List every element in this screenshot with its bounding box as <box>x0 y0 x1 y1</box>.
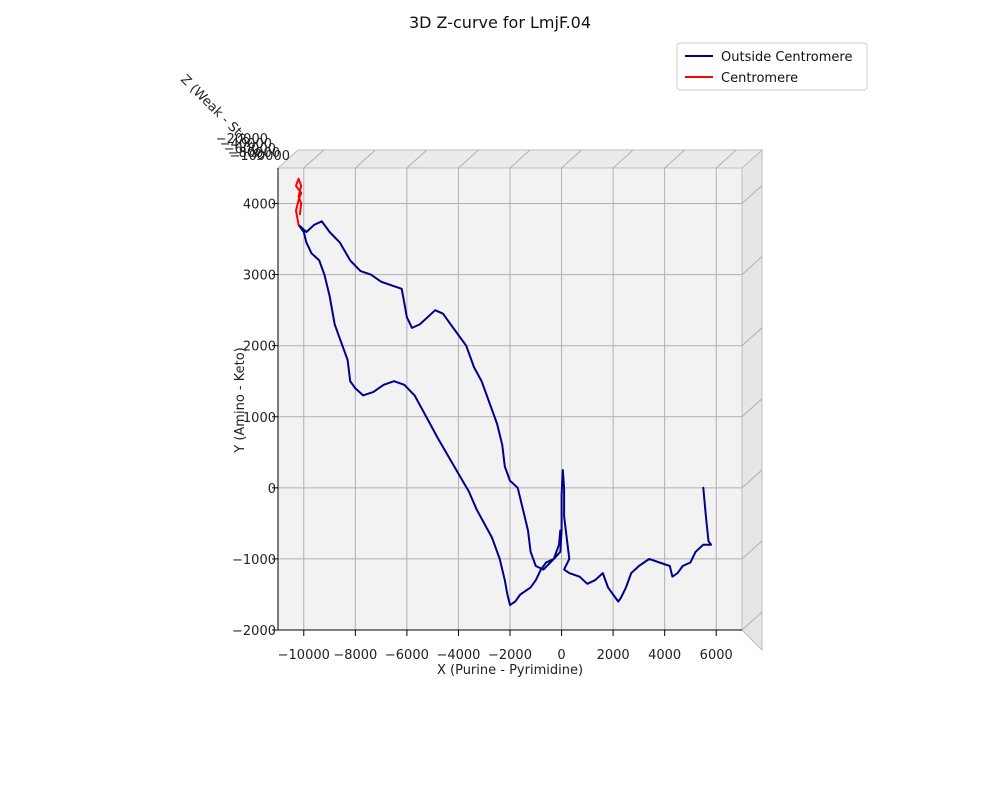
x-grid-line-top <box>715 149 737 169</box>
axes-box <box>276 148 764 652</box>
x-grid-line-top <box>612 149 634 169</box>
y-grid-line-side <box>741 327 763 347</box>
y-tick-label: −1000 <box>232 553 276 568</box>
y-grid-line-side <box>741 256 763 275</box>
z-tick-label: −80000 <box>228 146 280 161</box>
y-tick-label: 0 <box>268 482 276 497</box>
x-grid-line-top <box>561 149 582 169</box>
series-layer <box>295 177 713 607</box>
z-tick-label: −60000 <box>224 142 276 157</box>
x-tick-label: −2000 <box>488 648 532 663</box>
centromere-series-line <box>295 177 303 226</box>
y-grid-line-side <box>741 611 763 631</box>
y-tick-label: 1000 <box>243 411 276 426</box>
x-grid-line-top <box>303 149 325 169</box>
x-grid-line-top <box>354 149 376 169</box>
outside-centromere-series-line <box>297 220 713 607</box>
chart-title: 3D Z-curve for LmjF.04 <box>409 13 591 32</box>
x-tick-label: 0 <box>557 648 565 663</box>
y-axis-ticks: −2000 −1000 0 1000 2000 3000 4000 <box>232 198 278 639</box>
x-grid-line-top <box>664 149 686 169</box>
x-tick-label: −6000 <box>385 648 429 663</box>
x-grid-line-top <box>406 149 428 169</box>
y-tick-label: −2000 <box>232 624 276 639</box>
y-tick-label: 4000 <box>243 198 276 213</box>
x-grid-line-top <box>509 149 531 169</box>
x-tick-label: 2000 <box>597 648 630 663</box>
y-tick-label: 3000 <box>243 269 276 284</box>
grid-lines <box>278 149 763 631</box>
x-tick-label: 6000 <box>700 648 733 663</box>
x-tick-label: −8000 <box>333 648 377 663</box>
x-tick-label: 4000 <box>648 648 681 663</box>
right-pane <box>741 148 763 652</box>
y-tick-label: 2000 <box>243 340 276 355</box>
legend[interactable]: Outside Centromere Centromere <box>676 42 868 91</box>
z-axis-ticks: −20000 −40000 −60000 −80000 −100000 <box>216 132 290 164</box>
y-grid-line-side <box>741 540 763 560</box>
y-grid-line-side <box>741 185 763 204</box>
z-tick-label: −100000 <box>229 149 290 164</box>
x-grid-line-top <box>458 149 479 169</box>
legend-box <box>676 42 868 91</box>
x-axis-ticks: −10000 −8000 −6000 −4000 −2000 0 2000 4000 6000 <box>278 630 733 663</box>
y-grid-line-side <box>741 398 763 418</box>
y-grid-line-side <box>741 469 763 489</box>
legend-label-outside-centromere: Outside Centromere <box>721 50 852 65</box>
legend-label-centromere: Centromere <box>721 71 798 86</box>
y-axis-label: Y (Amino - Keto) <box>233 347 248 453</box>
z-tick-label: −40000 <box>220 137 272 152</box>
z-tick-label: −20000 <box>216 132 268 147</box>
x-axis-label: X (Purine - Pyrimidine) <box>437 663 583 678</box>
x-tick-label: −4000 <box>436 648 480 663</box>
x-tick-label: −10000 <box>278 648 330 663</box>
